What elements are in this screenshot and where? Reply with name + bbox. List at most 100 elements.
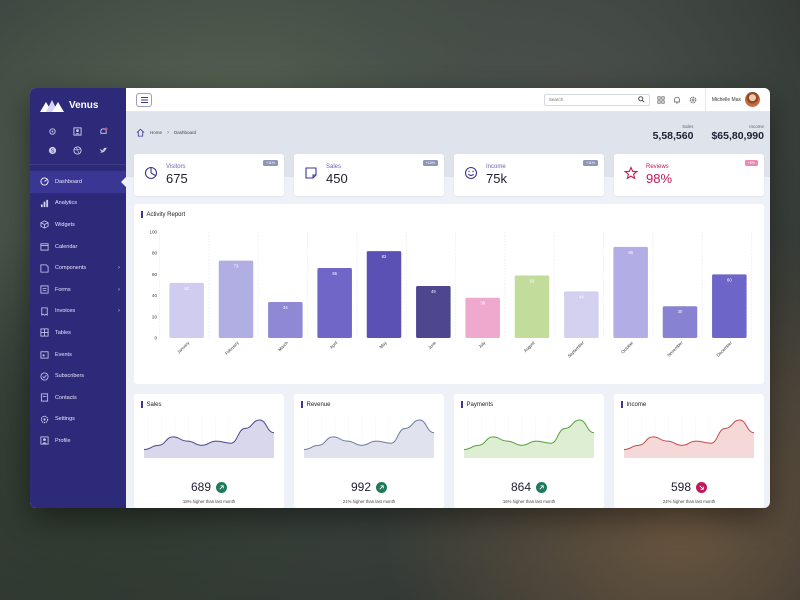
- apps-grid-icon[interactable]: [657, 95, 666, 104]
- analytics-icon: [40, 199, 49, 208]
- area-fill: [304, 420, 434, 458]
- bar-value-label: 60: [727, 277, 732, 282]
- sidebar-item-profile[interactable]: Profile: [30, 430, 126, 452]
- calendar-icon: [40, 242, 49, 251]
- bar-value-label: 52: [184, 286, 189, 291]
- sidebar-item-dashboard[interactable]: Dashboard: [30, 171, 127, 193]
- x-tick-label: December: [715, 340, 733, 358]
- mini-value-row: 992: [294, 480, 444, 494]
- settings-gear-icon[interactable]: [689, 95, 698, 104]
- sidebar-item-invoices[interactable]: Invoices ›: [30, 301, 126, 323]
- x-tick-label: October: [620, 340, 635, 355]
- stat-card-sales[interactable]: Sales 450 +15%: [294, 154, 444, 196]
- topbar: Michelle Max: [126, 88, 770, 112]
- bar: [366, 251, 402, 338]
- bell-icon[interactable]: [91, 126, 116, 137]
- bar-value-label: 66: [332, 271, 337, 276]
- sidebar-item-tables[interactable]: Tables: [30, 322, 126, 344]
- table-icon: [40, 328, 49, 337]
- pie-chart-icon: [144, 166, 158, 185]
- stat-card-reviews[interactable]: Reviews 98% +9%: [614, 154, 764, 196]
- x-tick-label: February: [224, 340, 240, 356]
- sidebar-item-events[interactable]: Events: [30, 344, 126, 366]
- x-tick-label: June: [427, 340, 438, 351]
- sidebar-item-calendar[interactable]: Calendar: [30, 236, 126, 258]
- revenue-sparkline-chart: [304, 418, 434, 458]
- menu-toggle-button[interactable]: [136, 92, 152, 107]
- mini-note: 18% higher than last month: [182, 499, 236, 504]
- search-box[interactable]: [543, 93, 650, 106]
- header-stat-income: Income $65,80,990: [711, 124, 764, 142]
- bar: [169, 282, 204, 338]
- user-profile-icon[interactable]: [65, 126, 90, 137]
- notification-bell-icon[interactable]: [673, 95, 682, 104]
- mini-value: 992: [350, 480, 372, 494]
- header-stat-value: 5,58,560: [652, 130, 694, 142]
- mini-value-row: 689: [134, 480, 284, 494]
- y-tick-label: 40: [152, 293, 158, 298]
- contacts-icon: [40, 393, 49, 402]
- y-tick-label: 60: [152, 272, 158, 277]
- logo[interactable]: Venus: [30, 88, 126, 122]
- bar: [317, 268, 352, 338]
- stat-label: Sales: [326, 164, 342, 170]
- skype-icon[interactable]: S: [40, 145, 65, 156]
- bar-value-label: 59: [530, 278, 535, 283]
- sidebar-item-label: Dashboard: [55, 178, 82, 185]
- series-line: [624, 419, 754, 451]
- breadcrumb-home[interactable]: Home: [150, 130, 163, 135]
- star-icon: [623, 165, 639, 185]
- trend-up-icon: [536, 481, 548, 493]
- mini-value: 598: [670, 480, 692, 494]
- bar-value-label: 38: [480, 301, 485, 306]
- header-stat-label: Income: [749, 124, 764, 129]
- payments-sparkline-chart: [464, 418, 594, 458]
- avatar[interactable]: [745, 92, 760, 107]
- sidebar-item-label: Events: [55, 351, 72, 358]
- stat-card-income[interactable]: Income 75k +11%: [454, 154, 604, 196]
- search-input[interactable]: [548, 97, 638, 102]
- mini-value-row: 864: [454, 480, 604, 494]
- sidebar-item-analytics[interactable]: Analytics: [30, 193, 126, 215]
- stat-value: 98%: [646, 171, 673, 186]
- area-fill: [624, 420, 754, 458]
- chevron-right-icon: ›: [167, 129, 170, 136]
- stat-value: 75k: [486, 171, 507, 186]
- twitter-icon[interactable]: [91, 145, 116, 156]
- dribbble-icon[interactable]: [65, 145, 90, 156]
- mini-card-revenue[interactable]: Revenue 992 21% higher than last month: [294, 394, 444, 508]
- mini-note: 21% higher than last month: [342, 499, 396, 504]
- mini-card-income[interactable]: Income 598 24% higher than last month: [614, 394, 764, 508]
- stat-badge: +11%: [582, 160, 598, 166]
- y-tick-label: 0: [154, 336, 157, 341]
- search-icon[interactable]: [638, 96, 645, 103]
- sidebar-item-label: Analytics: [55, 200, 78, 207]
- panel-title: Income: [614, 394, 764, 408]
- sidebar-item-settings[interactable]: Settings: [30, 409, 126, 431]
- invoice-icon: [40, 307, 49, 316]
- stat-card-visitors[interactable]: Visitors 675 +11%: [134, 154, 284, 196]
- stat-value: 675: [166, 171, 188, 186]
- dashboard-window: Venus S Dashboard Analytics Widgets Cale…: [30, 88, 770, 508]
- mini-note: 24% higher than last month: [662, 499, 716, 504]
- logo-icon: [40, 100, 64, 112]
- sidebar-item-widgets[interactable]: Widgets: [30, 214, 126, 236]
- dashboard-icon: [40, 177, 49, 186]
- mini-card-sales[interactable]: Sales 689 18% higher than last month: [134, 394, 284, 508]
- sidebar-item-subscribers[interactable]: Subscribers: [30, 365, 126, 387]
- mini-chart-cards: Sales 689 18% higher than last month Rev…: [134, 394, 764, 508]
- activity-report-panel: Activity Report 0 20 40 60 80 100 52 January 73 F…: [134, 204, 764, 384]
- home-icon[interactable]: [136, 128, 145, 137]
- sidebar-item-forms[interactable]: Forms ›: [30, 279, 126, 301]
- sidebar-item-components[interactable]: Components ›: [30, 257, 126, 279]
- sidebar-item-contacts[interactable]: Contacts: [30, 387, 126, 409]
- bar: [416, 286, 451, 338]
- cube-icon: [40, 220, 49, 230]
- settings-icon[interactable]: [40, 126, 65, 137]
- mini-card-payments[interactable]: Payments 864 16% higher than last month: [454, 394, 604, 508]
- sidebar-item-label: Widgets: [55, 221, 75, 228]
- bar: [564, 291, 599, 338]
- bar-value-label: 82: [382, 254, 387, 259]
- events-icon: [40, 350, 49, 359]
- user-menu[interactable]: Michelle Max: [704, 88, 760, 112]
